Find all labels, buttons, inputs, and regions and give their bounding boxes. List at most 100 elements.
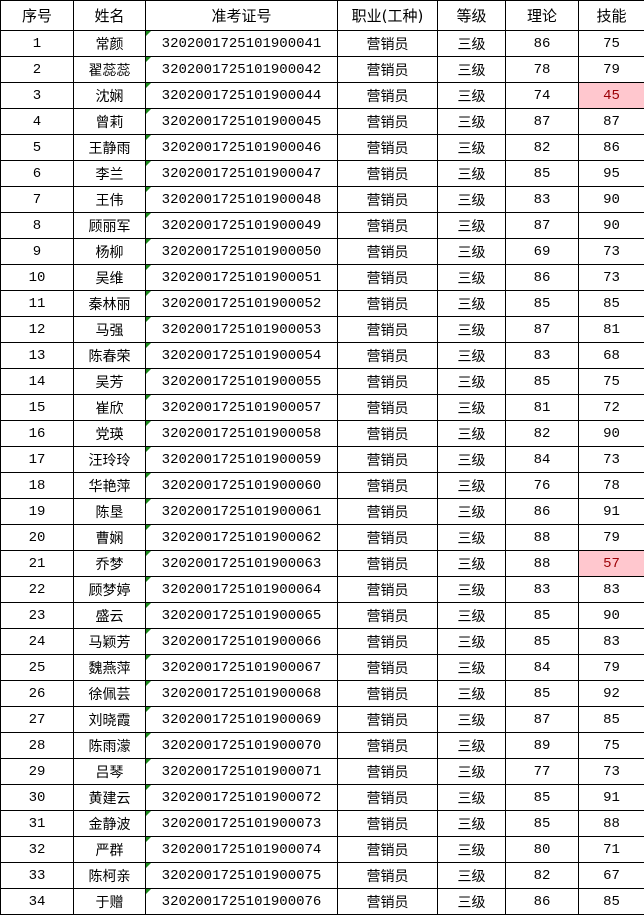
cell-id[interactable]: 3202001725101900053 bbox=[145, 316, 338, 343]
cell-seq[interactable]: 17 bbox=[0, 446, 74, 473]
cell-id[interactable]: 3202001725101900064 bbox=[145, 576, 338, 603]
header-skill[interactable]: 技能 bbox=[578, 0, 644, 31]
cell-level[interactable]: 三级 bbox=[437, 394, 506, 421]
cell-job[interactable]: 营销员 bbox=[337, 134, 438, 161]
cell-level[interactable]: 三级 bbox=[437, 706, 506, 733]
cell-skill[interactable]: 45 bbox=[578, 82, 644, 109]
cell-id[interactable]: 3202001725101900055 bbox=[145, 368, 338, 395]
cell-name[interactable]: 汪玲玲 bbox=[73, 446, 146, 473]
cell-level[interactable]: 三级 bbox=[437, 498, 506, 525]
cell-level[interactable]: 三级 bbox=[437, 654, 506, 681]
cell-id[interactable]: 3202001725101900058 bbox=[145, 420, 338, 447]
cell-skill[interactable]: 73 bbox=[578, 238, 644, 265]
cell-theory[interactable]: 85 bbox=[505, 810, 579, 837]
cell-level[interactable]: 三级 bbox=[437, 264, 506, 291]
cell-theory[interactable]: 87 bbox=[505, 108, 579, 135]
cell-skill[interactable]: 79 bbox=[578, 654, 644, 681]
cell-theory[interactable]: 80 bbox=[505, 836, 579, 863]
cell-id[interactable]: 3202001725101900073 bbox=[145, 810, 338, 837]
cell-level[interactable]: 三级 bbox=[437, 472, 506, 499]
cell-level[interactable]: 三级 bbox=[437, 732, 506, 759]
cell-job[interactable]: 营销员 bbox=[337, 56, 438, 83]
cell-theory[interactable]: 83 bbox=[505, 342, 579, 369]
cell-level[interactable]: 三级 bbox=[437, 888, 506, 915]
cell-theory[interactable]: 78 bbox=[505, 56, 579, 83]
cell-job[interactable]: 营销员 bbox=[337, 82, 438, 109]
cell-id[interactable]: 3202001725101900070 bbox=[145, 732, 338, 759]
header-level[interactable]: 等级 bbox=[437, 0, 506, 31]
cell-job[interactable]: 营销员 bbox=[337, 290, 438, 317]
cell-seq[interactable]: 33 bbox=[0, 862, 74, 889]
cell-seq[interactable]: 27 bbox=[0, 706, 74, 733]
cell-theory[interactable]: 82 bbox=[505, 420, 579, 447]
cell-name[interactable]: 于赠 bbox=[73, 888, 146, 915]
cell-job[interactable]: 营销员 bbox=[337, 810, 438, 837]
cell-job[interactable]: 营销员 bbox=[337, 446, 438, 473]
cell-theory[interactable]: 74 bbox=[505, 82, 579, 109]
cell-theory[interactable]: 83 bbox=[505, 186, 579, 213]
cell-seq[interactable]: 20 bbox=[0, 524, 74, 551]
cell-skill[interactable]: 85 bbox=[578, 888, 644, 915]
cell-seq[interactable]: 23 bbox=[0, 602, 74, 629]
cell-theory[interactable]: 86 bbox=[505, 498, 579, 525]
cell-id[interactable]: 3202001725101900066 bbox=[145, 628, 338, 655]
cell-job[interactable]: 营销员 bbox=[337, 420, 438, 447]
cell-skill[interactable]: 75 bbox=[578, 368, 644, 395]
cell-job[interactable]: 营销员 bbox=[337, 472, 438, 499]
cell-job[interactable]: 营销员 bbox=[337, 498, 438, 525]
cell-seq[interactable]: 19 bbox=[0, 498, 74, 525]
cell-id[interactable]: 3202001725101900059 bbox=[145, 446, 338, 473]
cell-skill[interactable]: 90 bbox=[578, 212, 644, 239]
cell-seq[interactable]: 2 bbox=[0, 56, 74, 83]
cell-job[interactable]: 营销员 bbox=[337, 758, 438, 785]
cell-seq[interactable]: 26 bbox=[0, 680, 74, 707]
cell-id[interactable]: 3202001725101900062 bbox=[145, 524, 338, 551]
cell-seq[interactable]: 24 bbox=[0, 628, 74, 655]
header-name[interactable]: 姓名 bbox=[73, 0, 146, 31]
cell-id[interactable]: 3202001725101900049 bbox=[145, 212, 338, 239]
cell-name[interactable]: 顾丽军 bbox=[73, 212, 146, 239]
cell-seq[interactable]: 10 bbox=[0, 264, 74, 291]
cell-name[interactable]: 沈娴 bbox=[73, 82, 146, 109]
cell-id[interactable]: 3202001725101900057 bbox=[145, 394, 338, 421]
cell-theory[interactable]: 76 bbox=[505, 472, 579, 499]
cell-job[interactable]: 营销员 bbox=[337, 342, 438, 369]
cell-skill[interactable]: 95 bbox=[578, 160, 644, 187]
cell-seq[interactable]: 15 bbox=[0, 394, 74, 421]
cell-skill[interactable]: 81 bbox=[578, 316, 644, 343]
cell-level[interactable]: 三级 bbox=[437, 342, 506, 369]
cell-theory[interactable]: 81 bbox=[505, 394, 579, 421]
cell-job[interactable]: 营销员 bbox=[337, 238, 438, 265]
cell-seq[interactable]: 8 bbox=[0, 212, 74, 239]
cell-seq[interactable]: 12 bbox=[0, 316, 74, 343]
header-theory[interactable]: 理论 bbox=[505, 0, 579, 31]
cell-job[interactable]: 营销员 bbox=[337, 524, 438, 551]
cell-skill[interactable]: 79 bbox=[578, 56, 644, 83]
cell-job[interactable]: 营销员 bbox=[337, 368, 438, 395]
cell-seq[interactable]: 4 bbox=[0, 108, 74, 135]
cell-name[interactable]: 魏燕萍 bbox=[73, 654, 146, 681]
cell-theory[interactable]: 84 bbox=[505, 446, 579, 473]
cell-skill[interactable]: 73 bbox=[578, 758, 644, 785]
cell-skill[interactable]: 91 bbox=[578, 498, 644, 525]
cell-name[interactable]: 黄建云 bbox=[73, 784, 146, 811]
cell-skill[interactable]: 91 bbox=[578, 784, 644, 811]
cell-id[interactable]: 3202001725101900042 bbox=[145, 56, 338, 83]
cell-name[interactable]: 华艳萍 bbox=[73, 472, 146, 499]
cell-skill[interactable]: 75 bbox=[578, 732, 644, 759]
cell-theory[interactable]: 86 bbox=[505, 30, 579, 57]
cell-seq[interactable]: 16 bbox=[0, 420, 74, 447]
cell-skill[interactable]: 83 bbox=[578, 628, 644, 655]
cell-skill[interactable]: 85 bbox=[578, 290, 644, 317]
cell-id[interactable]: 3202001725101900069 bbox=[145, 706, 338, 733]
cell-job[interactable]: 营销员 bbox=[337, 212, 438, 239]
cell-level[interactable]: 三级 bbox=[437, 602, 506, 629]
cell-level[interactable]: 三级 bbox=[437, 134, 506, 161]
cell-seq[interactable]: 6 bbox=[0, 160, 74, 187]
cell-skill[interactable]: 72 bbox=[578, 394, 644, 421]
cell-id[interactable]: 3202001725101900041 bbox=[145, 30, 338, 57]
cell-seq[interactable]: 28 bbox=[0, 732, 74, 759]
cell-skill[interactable]: 68 bbox=[578, 342, 644, 369]
cell-job[interactable]: 营销员 bbox=[337, 836, 438, 863]
cell-name[interactable]: 徐佩芸 bbox=[73, 680, 146, 707]
